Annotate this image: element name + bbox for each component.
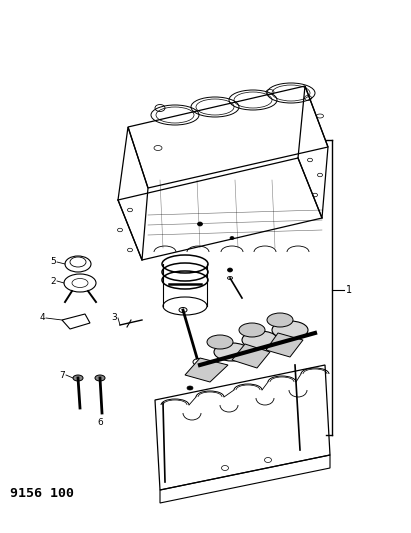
Ellipse shape (242, 331, 278, 349)
Ellipse shape (228, 268, 233, 272)
Polygon shape (232, 344, 270, 368)
Ellipse shape (267, 313, 293, 327)
Ellipse shape (187, 386, 193, 390)
Text: 9156 100: 9156 100 (10, 487, 74, 500)
Text: 1: 1 (346, 285, 352, 295)
Ellipse shape (272, 321, 308, 339)
Text: 6: 6 (97, 418, 103, 427)
Ellipse shape (239, 323, 265, 337)
Text: 4: 4 (39, 313, 45, 322)
Ellipse shape (95, 375, 105, 381)
Ellipse shape (73, 375, 83, 381)
Text: 5: 5 (50, 257, 56, 266)
Polygon shape (185, 358, 228, 382)
Text: 3: 3 (111, 313, 117, 322)
Ellipse shape (214, 343, 250, 361)
Ellipse shape (207, 335, 233, 349)
Polygon shape (266, 333, 303, 357)
Text: 2: 2 (51, 277, 56, 286)
Ellipse shape (198, 222, 203, 226)
Text: 7: 7 (59, 370, 65, 379)
Ellipse shape (230, 237, 234, 239)
